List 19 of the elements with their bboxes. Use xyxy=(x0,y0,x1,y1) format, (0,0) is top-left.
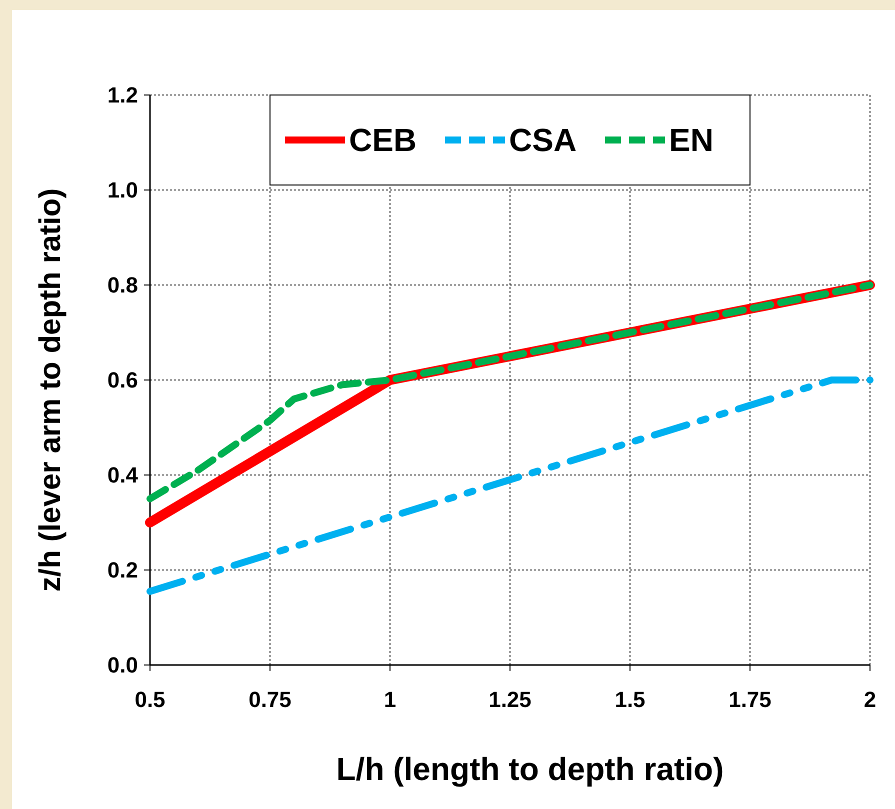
y-tick-label: 0.4 xyxy=(107,462,139,488)
y-tick-label: 0.8 xyxy=(107,272,138,298)
x-tick-label: 0.75 xyxy=(248,687,292,712)
x-axis-title: L/h (length to depth ratio) xyxy=(336,751,724,787)
x-tick-label: 1.25 xyxy=(488,687,532,712)
y-tick-label: 0.6 xyxy=(107,368,138,393)
x-tick-label: 1.75 xyxy=(728,687,772,712)
y-tick-label: 0.0 xyxy=(107,652,138,678)
x-tick-label: 1.5 xyxy=(614,687,646,712)
x-tick-label: 1 xyxy=(384,687,396,712)
x-tick-label: 2 xyxy=(864,687,876,712)
legend-label: CEB xyxy=(349,122,417,158)
legend-label: EN xyxy=(669,122,714,158)
legend-label: CSA xyxy=(509,122,577,158)
y-tick-label: 1.0 xyxy=(107,178,138,203)
y-axis-title: z/h (lever arm to depth ratio) xyxy=(34,188,67,592)
y-tick-label: 0.2 xyxy=(107,558,138,583)
x-tick-label: 0.5 xyxy=(134,687,166,712)
y-tick-label: 1.2 xyxy=(107,82,138,108)
